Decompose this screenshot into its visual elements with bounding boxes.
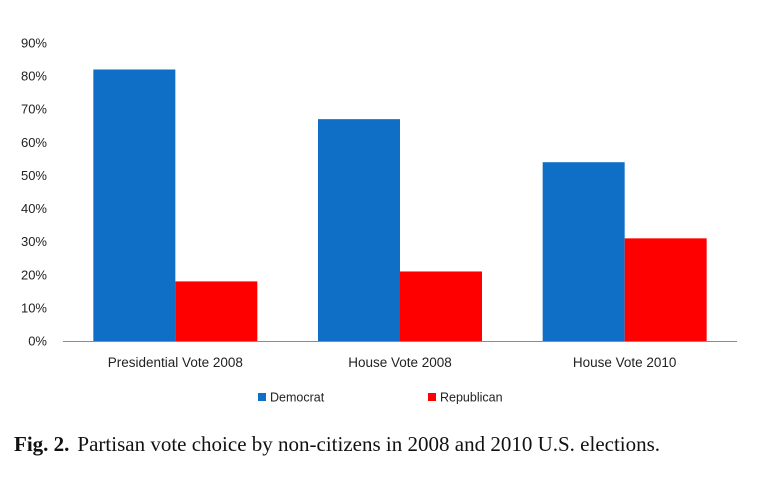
bar-democrat xyxy=(318,119,400,342)
caption-text: Partisan vote choice by non-citizens in … xyxy=(77,432,661,456)
y-tick-label: 90% xyxy=(21,36,47,51)
bar-democrat xyxy=(93,69,176,341)
x-category-label: House Vote 2010 xyxy=(573,355,677,370)
figure-caption: Fig. 2. Partisan vote choice by non-citiz… xyxy=(14,432,660,457)
legend: Democrat Republican xyxy=(258,391,503,405)
bar-republican xyxy=(175,281,258,341)
bar-republican xyxy=(624,238,707,341)
y-tick-label: 70% xyxy=(21,102,47,117)
y-tick-label: 40% xyxy=(21,201,47,216)
x-category-label: House Vote 2008 xyxy=(348,355,452,370)
y-tick-label: 0% xyxy=(28,334,47,349)
y-tick-label: 10% xyxy=(21,300,47,315)
legend-swatch xyxy=(258,393,266,401)
y-tick-label: 60% xyxy=(21,135,47,150)
legend-label: Democrat xyxy=(270,391,325,405)
bar-democrat xyxy=(542,162,625,341)
bar-republican xyxy=(400,271,482,341)
y-tick-label: 50% xyxy=(21,168,47,183)
y-tick-label: 80% xyxy=(21,69,47,84)
caption-label: Fig. 2. xyxy=(14,432,70,456)
y-axis-ticks: 0% 10% 20% 30% 40% 50% 60% 70% 80% 90% xyxy=(21,36,47,349)
legend-swatch xyxy=(428,393,436,401)
legend-label: Republican xyxy=(440,391,503,405)
y-tick-label: 20% xyxy=(21,267,47,282)
y-tick-label: 30% xyxy=(21,234,47,249)
x-axis-categories: Presidential Vote 2008 House Vote 2008 Hou… xyxy=(108,355,677,370)
x-category-label: Presidential Vote 2008 xyxy=(108,355,243,370)
bar-chart: 0% 10% 20% 30% 40% 50% 60% 70% 80% 90% Presidenti… xyxy=(21,36,737,405)
bars xyxy=(93,69,707,342)
